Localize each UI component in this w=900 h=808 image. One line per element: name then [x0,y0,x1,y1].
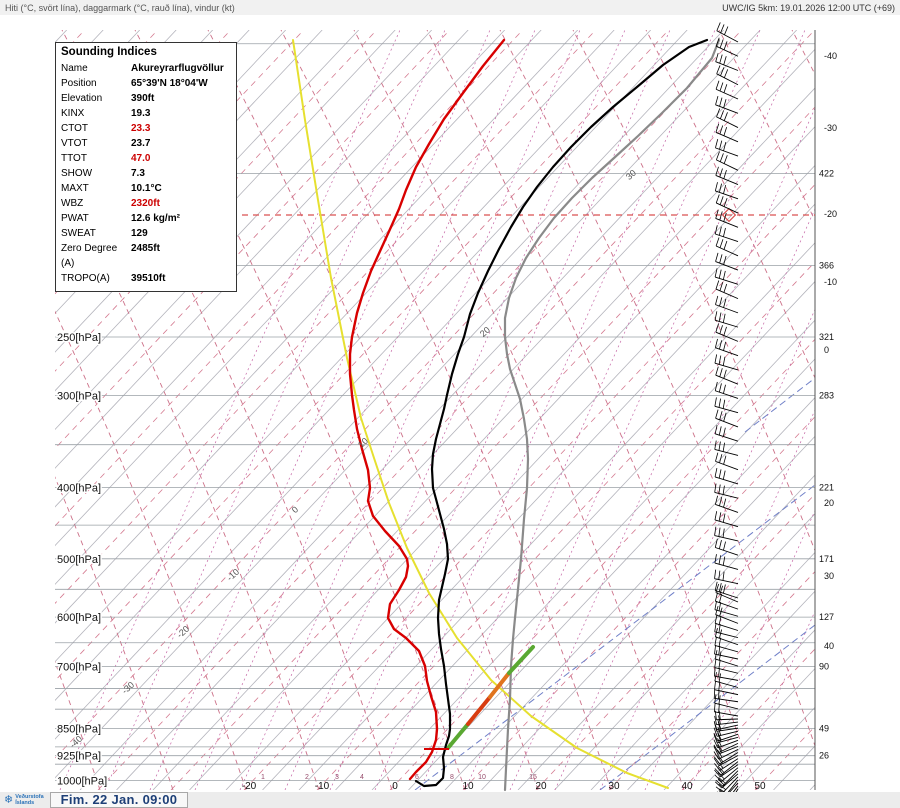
index-row: Name Akureyrarflugvöllur [61,63,224,74]
right-temp-label: 40 [824,641,834,651]
sounding-indices-panel: Sounding Indices Name Akureyrarflugvöllur… [55,42,237,292]
bottom-temp-label: 50 [754,781,766,792]
pressure-label: 1000[hPa] [57,776,107,788]
energy-layer-segment [507,645,535,675]
adiabat-label: 20 [478,325,492,339]
index-row: MAXT 10.1°C [61,183,162,194]
index-row: TROPO(A) 39510ft [61,273,166,284]
height-label: 366 [819,261,834,271]
mixing-ratio-label: 1 [261,774,265,781]
mixing-ratio-label: 15 [529,774,537,781]
adiabat-label: 0 [290,504,300,515]
index-row: SWEAT 129 [61,228,148,239]
bottom-temp-label: 30 [608,781,620,792]
height-label: 49 [819,724,829,734]
pressure-label: 300[hPa] [57,390,101,402]
adiabat-label: -30 [120,680,136,696]
vedurstofa-logo: ❄ Veðurstofa Íslands [4,794,44,806]
bottom-temp-label: -10 [315,781,330,792]
index-row: Zero Degree (A) 2485ft [61,243,160,269]
temperature-curve [414,38,709,788]
adiabat-label: 10 [356,436,370,450]
wind-barbs [713,22,739,808]
height-label: 283 [819,390,834,400]
org-name: Veðurstofa Íslands [15,794,43,806]
dry-adiabats [55,30,815,790]
bottom-temp-label: 20 [535,781,547,792]
adiabat-label: -20 [175,624,191,640]
index-row: TTOT 47.0 [61,153,151,164]
pressure-label: 250[hPa] [57,332,101,344]
valid-time-button[interactable]: Fim. 22 Jan. 09:00 [49,792,189,808]
mixing-ratio-lines [59,30,815,790]
index-row: KINX 19.3 [61,108,151,119]
energy-layer-segment [446,722,470,750]
bottom-temp-label: 40 [681,781,693,792]
org-name-line2: Íslands [15,800,35,806]
right-temp-label: -10 [824,277,837,287]
energy-layer-segment [466,695,492,726]
index-row: PWAT 12.6 kg/m² [61,213,180,224]
footer-bar: ❄ Veðurstofa Íslands Fim. 22 Jan. 09:00 [0,792,900,808]
index-row: SHOW 7.3 [61,168,145,179]
mixing-ratio-label: 4 [360,774,364,781]
mixing-ratio-label: 3 [335,774,339,781]
model-run-label: UWC/IG 5km: 19.01.2026 12:00 UTC (+69) [722,2,895,13]
isotherm-lines [55,30,815,790]
tropopause-diamond-icon [721,207,737,223]
pressure-label: 600[hPa] [57,612,101,624]
height-label: 127 [819,612,834,622]
index-row: WBZ 2320ft [61,198,160,209]
reference-curve [292,39,669,789]
index-row: Position 65°39'N 18°04'W [61,78,208,89]
org-name-line1: Veðurstofa [15,794,44,800]
height-label: 321 [819,332,834,342]
dewpoint-curve [348,38,506,781]
index-row: CTOT 23.3 [61,123,151,134]
mixing-ratio-label: 2 [305,774,309,781]
parcel-curve [503,38,721,792]
right-temp-label: 30 [824,571,834,581]
pressure-label: 400[hPa] [57,482,101,494]
pressure-label: 850[hPa] [57,724,101,736]
indices-title: Sounding Indices [61,46,157,58]
height-label: 171 [819,554,834,564]
energy-layer-segment [488,671,511,699]
height-label: 221 [819,482,834,492]
isotherm-dashed-lines [55,30,815,790]
indices-rows: Name Akureyrarflugvöllur Position 65°39'N 1… [61,61,231,286]
saturation-lines [414,377,815,790]
pressure-label: 700[hPa] [57,661,101,673]
bottom-temp-label: -20 [242,781,257,792]
right-temp-label: -20 [824,209,837,219]
height-label: 90 [819,661,829,671]
right-temp-label: -30 [824,123,837,133]
mixing-ratio-label: 6 [415,774,419,781]
bottom-temp-label: 10 [462,781,474,792]
adiabat-label: 30 [624,168,638,182]
right-temp-label: 20 [824,498,834,508]
mixing-ratio-label: 8 [450,774,454,781]
right-temp-label: -40 [824,51,837,61]
index-row: VTOT 23.7 [61,138,151,149]
snowflake-logo-icon: ❄ [4,793,14,806]
height-label: 422 [819,169,834,179]
index-row: Elevation 390ft [61,93,155,104]
top-bar: Hiti (°C, svört lína), daggarmark (°C, r… [0,0,900,15]
mixing-ratio-label: 10 [478,774,486,781]
pressure-label: 500[hPa] [57,554,101,566]
pressure-label: 925[hPa] [57,751,101,763]
chart-legend-note: Hiti (°C, svört lína), daggarmark (°C, r… [5,2,235,13]
height-label: 26 [819,751,829,761]
bottom-temp-label: 0 [392,781,398,792]
right-temp-label: 0 [824,345,829,355]
